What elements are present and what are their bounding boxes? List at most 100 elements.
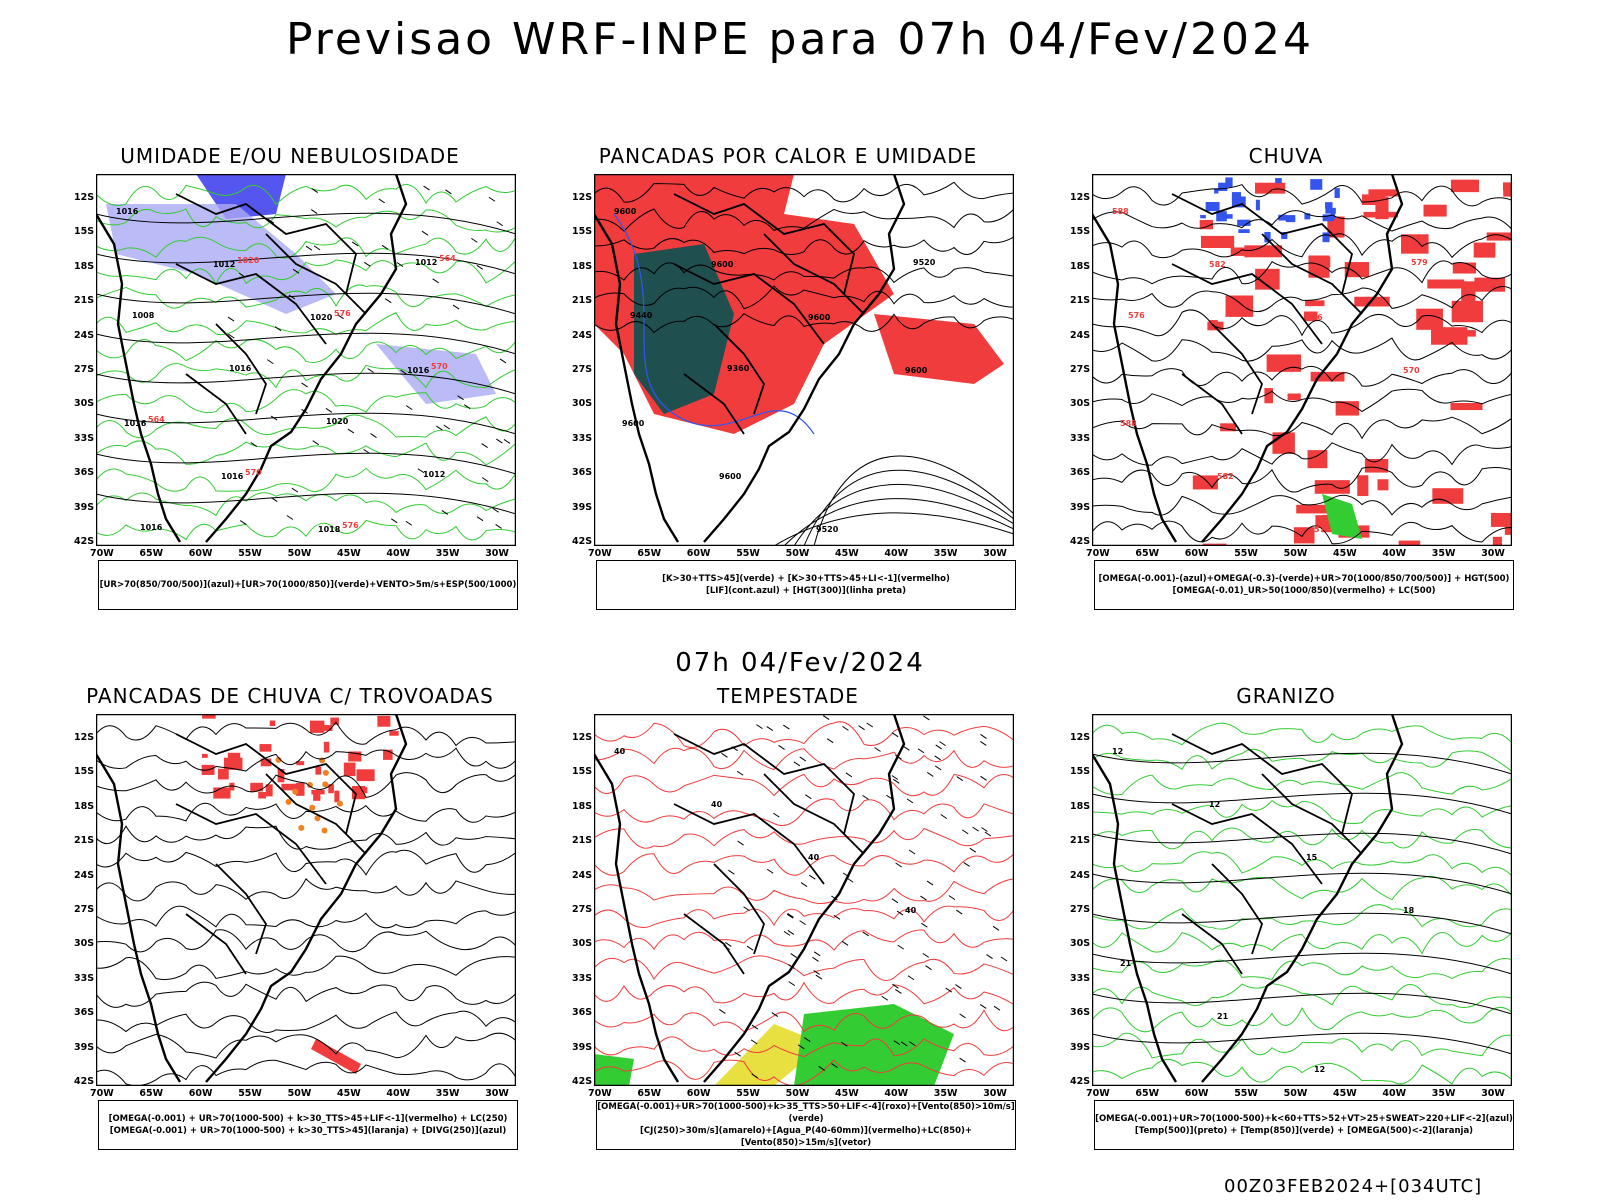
- wind-vector: [803, 1037, 811, 1043]
- coastline: [96, 174, 408, 543]
- coastline: [1092, 714, 1404, 1083]
- panel-title-trovoadas: PANCADAS DE CHUVA C/ TROVOADAS: [86, 684, 494, 708]
- jet-field: [714, 1024, 824, 1086]
- lon-tick-label: 50W: [785, 1088, 810, 1099]
- lat-tick-label: 24S: [74, 329, 95, 341]
- contour-label: 40: [614, 747, 626, 756]
- orange-cell: [309, 804, 316, 811]
- lat-tick-label: 36S: [74, 1007, 95, 1019]
- lon-tick-label: 55W: [736, 1088, 760, 1099]
- lon-tick-label: 45W: [337, 548, 361, 559]
- isobar-line: [96, 332, 516, 355]
- lat-tick-label: 21S: [74, 295, 95, 307]
- storm-cell: [389, 730, 399, 736]
- contour-line: [96, 440, 516, 466]
- legend-umidade: [UR>70(850/700/500)](azul)+[UR>70(1000/8…: [98, 560, 518, 610]
- storm-cell: [383, 749, 393, 760]
- lat-tick-label: 18S: [1070, 800, 1091, 812]
- storm-cell: [229, 782, 235, 791]
- wind-vector: [751, 1073, 759, 1079]
- lat-tick-label: 30S: [572, 398, 593, 410]
- lon-tick-label: 40W: [1382, 548, 1407, 559]
- lat-tick-label: 15S: [1070, 766, 1091, 778]
- lat-tick-label: 42S: [1070, 536, 1091, 547]
- contour-label: 12: [1314, 1065, 1325, 1074]
- rain-cell: [1450, 402, 1483, 411]
- storm-cell: [277, 769, 285, 783]
- wind-vector: [980, 775, 987, 781]
- contour-label: 1016: [407, 366, 430, 375]
- lat-tick-label: 36S: [1070, 1007, 1091, 1019]
- orange-cell: [292, 788, 299, 795]
- wind-vector: [391, 518, 398, 524]
- rain-cell: [1461, 281, 1476, 303]
- contour-label: 576: [1306, 313, 1323, 322]
- contour-label: 564: [148, 415, 165, 424]
- contour-line: [1092, 233, 1512, 259]
- lon-tick-label: 30W: [485, 548, 509, 559]
- rain-cell: [1315, 515, 1330, 528]
- lon-tick-label: 40W: [386, 1088, 411, 1099]
- rain-cell: [1199, 219, 1214, 230]
- rain-cell: [1361, 194, 1386, 206]
- contour-label: 1018: [318, 525, 341, 534]
- lon-tick-label: 60W: [188, 1088, 213, 1099]
- contour-label: 1008: [132, 311, 155, 320]
- lat-tick-label: 12S: [1070, 192, 1091, 203]
- wind-vector: [917, 748, 925, 754]
- wind-vector: [227, 316, 235, 322]
- lat-tick-label: 21S: [74, 835, 95, 847]
- legend-line: [K>30+TTS>45](verde) + [K>30+TTS>45+LI<-…: [662, 574, 950, 584]
- omega-cell: [1325, 202, 1333, 209]
- lat-tick-label: 42S: [572, 1076, 593, 1087]
- contour-label: 9600: [719, 472, 742, 481]
- contour-line: [1092, 772, 1512, 796]
- omega-cell: [1285, 215, 1296, 223]
- wind-vector: [783, 724, 790, 730]
- isobar-line: [1092, 752, 1512, 775]
- contour-line: [594, 236, 1014, 255]
- coastline: [96, 714, 408, 1083]
- storm-cell: [202, 753, 208, 758]
- contour-label: 588: [1120, 419, 1137, 428]
- lat-tick-label: 36S: [572, 1007, 593, 1019]
- lat-tick-label: 33S: [74, 972, 95, 984]
- lat-tick-label: 42S: [1070, 1076, 1091, 1087]
- omega-cell: [1281, 232, 1288, 240]
- contour-label: 40: [711, 800, 723, 809]
- lat-tick-label: 12S: [74, 192, 95, 203]
- legend-trovoadas: [OMEGA(-0.001) + UR>70(1000-500) + k>30_…: [98, 1100, 518, 1150]
- panel-tempestade: TEMPESTADE 12S 15S 18S 21S 24S 27S 30S 33S 36S 39S…: [548, 684, 1028, 1164]
- rain-cell: [1287, 393, 1301, 401]
- contour-label: 588: [1112, 207, 1129, 216]
- wind-vector: [771, 1012, 779, 1018]
- storm-cell: [309, 720, 325, 733]
- wind-vector: [756, 724, 763, 730]
- rain-cell: [1192, 475, 1218, 490]
- rain-cell: [1314, 480, 1350, 494]
- contour-line: [96, 721, 516, 747]
- omega-cell: [1304, 213, 1311, 220]
- contour-label: 582: [1217, 472, 1234, 481]
- lon-tick-label: 55W: [736, 548, 760, 559]
- orange-cell: [322, 781, 329, 788]
- storm-cell: [218, 768, 229, 780]
- contour-label: 1012: [213, 260, 235, 269]
- wind-vector: [790, 953, 797, 959]
- wind-vector: [939, 741, 946, 747]
- storm-cell: [348, 751, 362, 762]
- contour-label: 576: [1128, 311, 1145, 320]
- wind-vector: [351, 241, 359, 247]
- contour-line: [594, 312, 1014, 334]
- contour-line: [1092, 827, 1512, 850]
- storm-cell: [328, 784, 334, 794]
- omega-cell: [1322, 232, 1330, 243]
- wind-vector: [378, 198, 385, 204]
- lon-tick-label: 65W: [139, 548, 164, 559]
- lat-tick-label: 33S: [572, 432, 593, 444]
- lon-tick-label: 50W: [287, 1088, 312, 1099]
- isobar-line: [96, 212, 516, 235]
- wind-vector: [743, 906, 750, 912]
- map-tempestade: 40 40 40 40: [594, 714, 1014, 1086]
- wind-vector: [367, 368, 374, 373]
